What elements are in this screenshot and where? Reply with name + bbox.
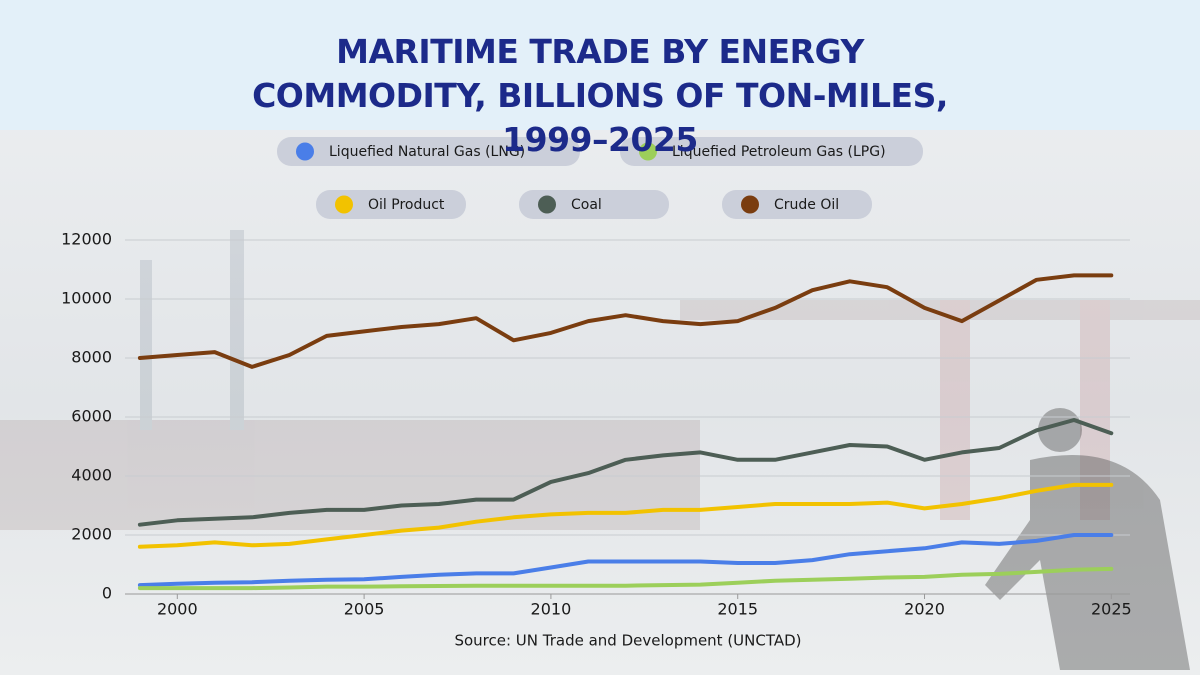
- y-tick-label: 10000: [61, 289, 112, 308]
- legend-label: Oil Product: [368, 197, 445, 213]
- series-line: [137, 533, 1114, 588]
- legend-item: Liquefied Petroleum Gas (LPG): [620, 137, 923, 166]
- legend-pill: [519, 190, 669, 219]
- legend-item: Oil Product: [316, 190, 466, 219]
- x-tick-label: 2010: [531, 600, 572, 619]
- legend-pill: [277, 137, 580, 166]
- x-tick-label: 2005: [344, 600, 385, 619]
- title-band: [0, 0, 1200, 130]
- legend-swatch: [335, 195, 353, 214]
- series-line: [137, 273, 1114, 369]
- y-tick-label: 4000: [71, 466, 112, 485]
- y-tick-label: 8000: [71, 348, 112, 367]
- legend-label: Liquefied Natural Gas (LNG): [329, 144, 525, 160]
- x-tick-label: 2015: [717, 600, 758, 619]
- legend-pill: [722, 190, 872, 219]
- legend-pill: [620, 137, 923, 166]
- legend-item: Crude Oil: [722, 190, 872, 219]
- x-tick-label: 2000: [157, 600, 198, 619]
- legend-swatch: [538, 195, 556, 214]
- y-tick-label: 6000: [71, 407, 112, 426]
- chart-title: MARITIME TRADE BY ENERGY COMMODITY, BILL…: [252, 32, 948, 159]
- y-tick-label: 0: [102, 584, 112, 603]
- source-note: Source: UN Trade and Development (UNCTAD…: [454, 632, 801, 650]
- series-line: [137, 482, 1114, 549]
- legend-swatch: [741, 195, 759, 214]
- legend-item: Coal: [519, 190, 669, 219]
- legend-swatch: [639, 142, 657, 161]
- legend-label: Coal: [571, 197, 602, 213]
- x-tick-label: 2025: [1091, 600, 1132, 619]
- series-line: [137, 566, 1114, 591]
- legend-label: Liquefied Petroleum Gas (LPG): [672, 144, 886, 160]
- legend-item: Liquefied Natural Gas (LNG): [277, 137, 580, 166]
- y-tick-label: 2000: [71, 525, 112, 544]
- legend-pill: [316, 190, 466, 219]
- series-line: [137, 418, 1114, 527]
- y-tick-label: 12000: [61, 230, 112, 249]
- x-tick-label: 2020: [904, 600, 945, 619]
- legend-swatch: [296, 142, 314, 161]
- legend-label: Crude Oil: [774, 197, 839, 213]
